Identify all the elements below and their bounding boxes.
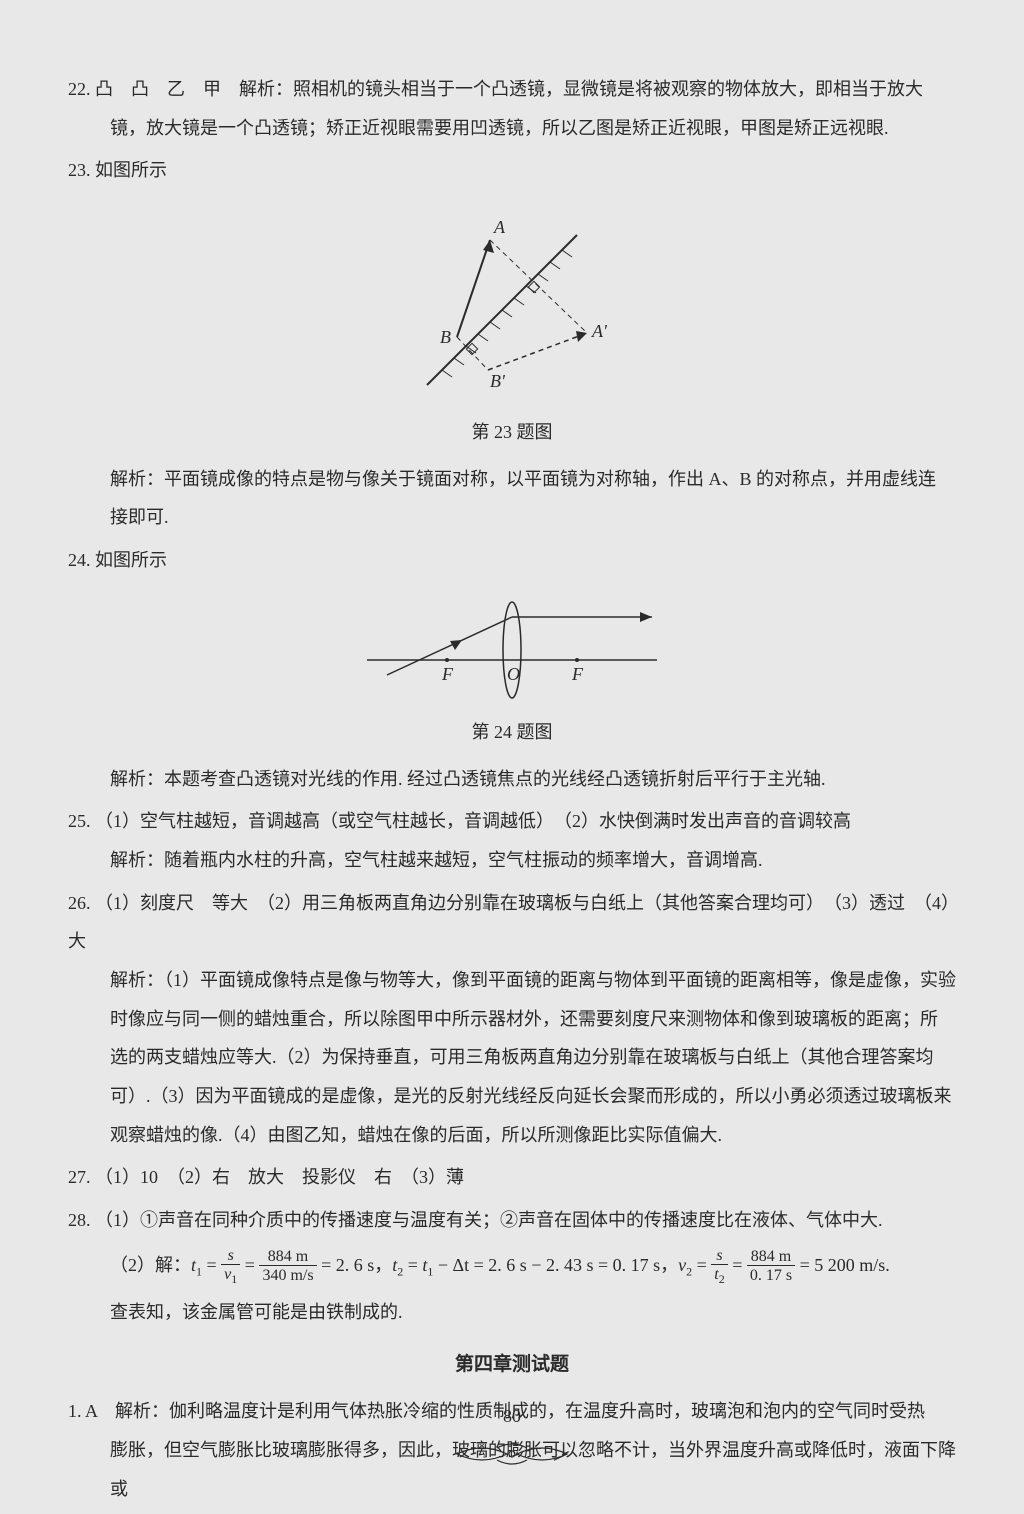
page-number: 80	[0, 1397, 1024, 1436]
q22-line1: 22. 凸 凸 乙 甲 解析：照相机的镜头相当于一个凸透镜，显微镜是将被观察的物…	[68, 70, 956, 109]
frac4num: 884 m	[747, 1248, 795, 1267]
label-B: B	[440, 327, 451, 347]
q24-start: 24. 如图所示	[68, 541, 956, 580]
q26: 26. （1）刻度尺 等大 （2）用三角板两直角边分别靠在玻璃板与白纸上（其他答…	[68, 884, 956, 1155]
eq-prefix: （2）解：	[110, 1255, 191, 1275]
eq1res: = 2. 6 s，	[317, 1255, 393, 1275]
eq2mid: =	[403, 1255, 422, 1275]
label-O: O	[507, 664, 520, 684]
frac3densub: 2	[719, 1272, 725, 1286]
q26-exp5: 观察蜡烛的像.（4）由图乙知，蜡烛在像的后面，所以所测像距比实际值偏大.	[68, 1116, 956, 1155]
label-Ap: A'	[591, 321, 608, 341]
q26-exp4: 可）.（3）因为平面镜成的是虚像，是光的反射光线经反向延长会聚而形成的，所以小勇…	[68, 1077, 956, 1116]
q24: 24. 如图所示 F O F 第 24 题图 解析：本题考查凸透镜对光线的作用.…	[68, 541, 956, 798]
mirror-diagram: A B A' B'	[382, 205, 642, 405]
q23-figure: A B A' B'	[68, 205, 956, 405]
frac1: sv1	[221, 1247, 240, 1287]
eq3res: = 5 200 m/s.	[795, 1255, 890, 1275]
eq1eq: =	[240, 1255, 259, 1275]
frac2: 884 m340 m/s	[259, 1248, 316, 1286]
eq2minus: − Δt = 2. 6 s − 2. 43 s = 0. 17 s，	[433, 1255, 678, 1275]
frac4: 884 m0. 17 s	[747, 1248, 795, 1286]
q23: 23. 如图所示	[68, 151, 956, 537]
q28-line3: 查表知，该金属管可能是由铁制成的.	[68, 1293, 956, 1332]
q26-exp1: 解析：（1）平面镜成像特点是像与物等大，像到平面镜的距离与物体到平面镜的距离相等…	[68, 961, 956, 1000]
eq3eq: =	[728, 1255, 747, 1275]
q22: 22. 凸 凸 乙 甲 解析：照相机的镜头相当于一个凸透镜，显微镜是将被观察的物…	[68, 70, 956, 147]
label-A: A	[493, 217, 506, 237]
q28-equation: （2）解：t1 = sv1 = 884 m340 m/s = 2. 6 s，t2…	[68, 1246, 956, 1287]
q25: 25. （1）空气柱越短，音调越高（或空气柱越长，音调越低） （2）水快倒满时发…	[68, 802, 956, 879]
q24-figure: F O F	[68, 595, 956, 705]
section-title: 第四章测试题	[68, 1345, 956, 1386]
frac2num: 884 m	[259, 1248, 316, 1267]
eq1mid: =	[202, 1255, 221, 1275]
q25-exp: 解析：随着瓶内水柱的升高，空气柱越来越短，空气柱振动的频率增大，音调增高.	[68, 841, 956, 880]
label-F-right: F	[571, 664, 584, 684]
frac3: st2	[711, 1247, 727, 1287]
q27: 27. （1）10 （2）右 放大 投影仪 右 （3）薄	[68, 1158, 956, 1197]
q22-line2: 镜，放大镜是一个凸透镜；矫正近视眼需要用凹透镜，所以乙图是矫正近视眼，甲图是矫正…	[68, 109, 956, 148]
frac1num: s	[228, 1247, 234, 1264]
lens-diagram: F O F	[352, 595, 672, 705]
q26-line1: 26. （1）刻度尺 等大 （2）用三角板两直角边分别靠在玻璃板与白纸上（其他答…	[68, 884, 956, 961]
q27-line1: 27. （1）10 （2）右 放大 投影仪 右 （3）薄	[68, 1158, 956, 1197]
q28-line1: 28. （1）①声音在同种介质中的传播速度与温度有关；②声音在固体中的传播速度比…	[68, 1201, 956, 1240]
label-F-left: F	[441, 664, 454, 684]
q23-exp1: 解析：平面镜成像的特点是物与像关于镜面对称，以平面镜为对称轴，作出 A、B 的对…	[68, 460, 956, 499]
v2: v	[678, 1255, 686, 1275]
q23-caption: 第 23 题图	[68, 413, 956, 452]
q23-start: 23. 如图所示	[68, 151, 956, 190]
q23-exp2: 接即可.	[68, 498, 956, 537]
page-footer: 80	[0, 1397, 1024, 1482]
q28: 28. （1）①声音在同种介质中的传播速度与温度有关；②声音在固体中的传播速度比…	[68, 1201, 956, 1331]
q25-line1: 25. （1）空气柱越短，音调越高（或空气柱越长，音调越低） （2）水快倒满时发…	[68, 802, 956, 841]
q24-caption: 第 24 题图	[68, 713, 956, 752]
q24-exp: 解析：本题考查凸透镜对光线的作用. 经过凸透镜焦点的光线经凸透镜折射后平行于主光…	[68, 760, 956, 799]
frac2den: 340 m/s	[259, 1266, 316, 1285]
q26-exp2: 时像应与同一侧的蜡烛重合，所以除图甲中所示器材外，还需要刻度尺来测物体和像到玻璃…	[68, 1000, 956, 1039]
frac1densub: 1	[231, 1272, 237, 1286]
frac3num: s	[716, 1247, 722, 1264]
q26-exp3: 选的两支蜡烛应等大.（2）为保持垂直，可用三角板两直角边分别靠在玻璃板与白纸上（…	[68, 1038, 956, 1077]
label-Bp: B'	[490, 371, 506, 391]
frac4den: 0. 17 s	[747, 1266, 795, 1285]
footer-ornament-icon	[447, 1440, 577, 1468]
eq3mid: =	[692, 1255, 711, 1275]
